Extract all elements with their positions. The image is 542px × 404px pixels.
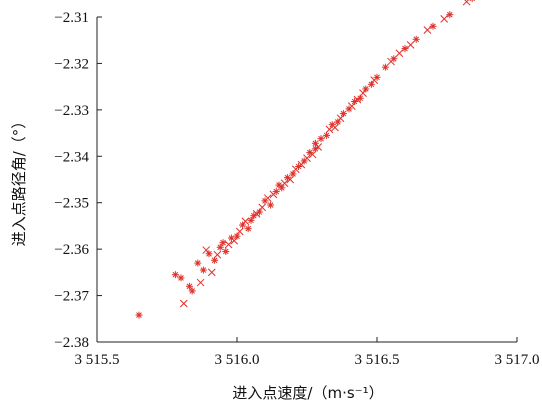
data-point [267,201,275,209]
data-point [171,271,179,279]
data-point [291,165,300,174]
data-point [196,278,205,287]
y-tick-label: −2.32 [54,56,89,72]
data-point [188,287,196,295]
data-point [283,174,291,182]
data-point [241,217,250,226]
data-point [303,154,311,162]
x-tick-label: 3 516.0 [215,352,260,368]
data-point [336,114,345,123]
y-tick-label: −2.35 [54,196,89,212]
data-point [317,135,325,143]
data-point [135,311,143,319]
data-point [194,259,202,267]
axes: −2.31 −2.32 −2.33 −2.34 −2.35 −2.36 −2.37 −2.38… [54,10,539,368]
data-points [135,0,476,319]
x-axis-title: 进入点速度/（m·s⁻¹） [232,384,383,402]
data-point [202,246,211,254]
data-point [331,123,339,132]
data-point [311,139,319,147]
data-point [469,0,476,2]
data-point [362,85,370,93]
data-point [252,210,261,218]
x-tick-label: 3 517.0 [495,352,540,368]
data-point [263,194,272,202]
data-point [401,45,409,53]
data-point [205,250,213,258]
data-point [185,282,193,290]
data-point [199,266,207,274]
data-point [325,125,334,134]
data-point [213,250,222,259]
data-point [334,118,342,126]
data-point [370,76,379,84]
y-tick-label: −2.31 [54,10,89,26]
data-point [179,299,188,308]
data-point [235,227,244,236]
data-point [423,26,432,34]
data-point [314,143,323,151]
data-point [244,225,252,233]
data-point [462,0,471,6]
data-point [395,49,404,58]
y-tick-label: −2.34 [54,149,89,165]
data-point [224,240,233,249]
data-point [247,216,255,224]
data-point [359,89,367,97]
data-point [387,57,395,66]
x-tick-label: 3 515.5 [75,352,120,368]
data-point [280,179,289,188]
data-point [222,247,230,255]
data-point [258,203,267,212]
y-tick-label: −2.37 [54,289,89,305]
data-point [239,221,247,229]
y-tick-label: −2.36 [54,242,89,258]
data-point [207,268,216,277]
data-point [367,80,375,88]
data-point [406,41,415,49]
data-point [440,15,449,23]
data-point [230,236,239,245]
y-axis-title: 进入点路径角/（°） [10,114,28,247]
data-point [347,102,356,110]
data-point [446,11,454,19]
y-tick-label: −2.38 [54,335,89,351]
data-point [286,175,295,184]
data-point [353,95,362,104]
x-tick-label: 3 516.5 [355,352,400,368]
data-point [381,63,389,71]
data-point [250,212,258,220]
data-point [177,274,185,282]
y-tick-label: −2.33 [54,103,89,119]
data-point [216,243,224,251]
data-point [412,35,420,43]
data-point [323,131,331,139]
data-point [219,239,227,247]
data-point [308,150,317,159]
data-point [297,160,306,169]
data-point [275,181,283,189]
data-point [269,190,278,199]
